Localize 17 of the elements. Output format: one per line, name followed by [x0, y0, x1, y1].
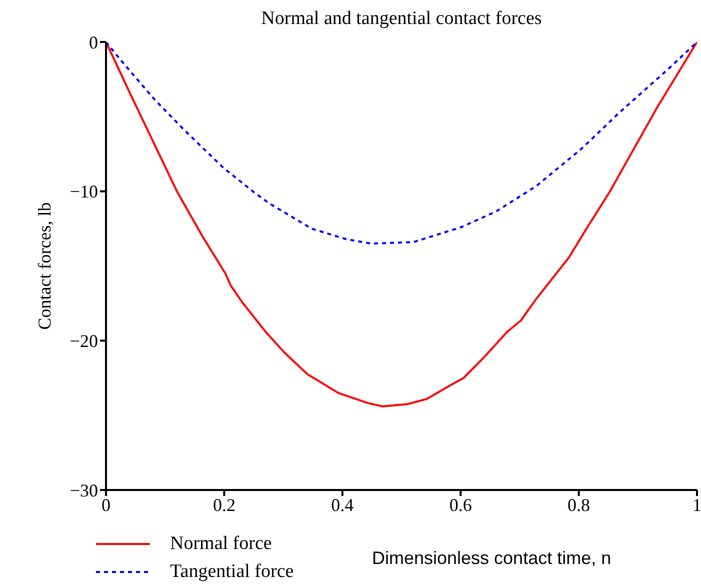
x-tick-label: 0.6: [449, 494, 472, 515]
x-axis-title: Dimensionless contact time, n: [372, 548, 612, 569]
x-tick-label: 0.2: [212, 494, 236, 515]
y-axis-title: Contact forces, lb: [34, 202, 54, 330]
y-tick-label: −30: [70, 480, 98, 500]
x-tick-label: 1: [692, 494, 701, 515]
legend-label: Tangential force: [170, 561, 294, 583]
y-tick-label: −20: [70, 331, 98, 352]
line-series: [106, 42, 697, 245]
chart-title: Normal and tangential contact forces: [260, 8, 543, 30]
line-series: [106, 42, 697, 408]
y-tick-label: 0: [89, 32, 98, 52]
legend-label: Normal force: [170, 533, 272, 555]
x-tick-label: 0.8: [568, 494, 590, 515]
x-tick-label: 0.4: [331, 494, 354, 515]
y-tick-label: −10: [70, 182, 98, 202]
x-tick-label: 0: [102, 494, 110, 515]
